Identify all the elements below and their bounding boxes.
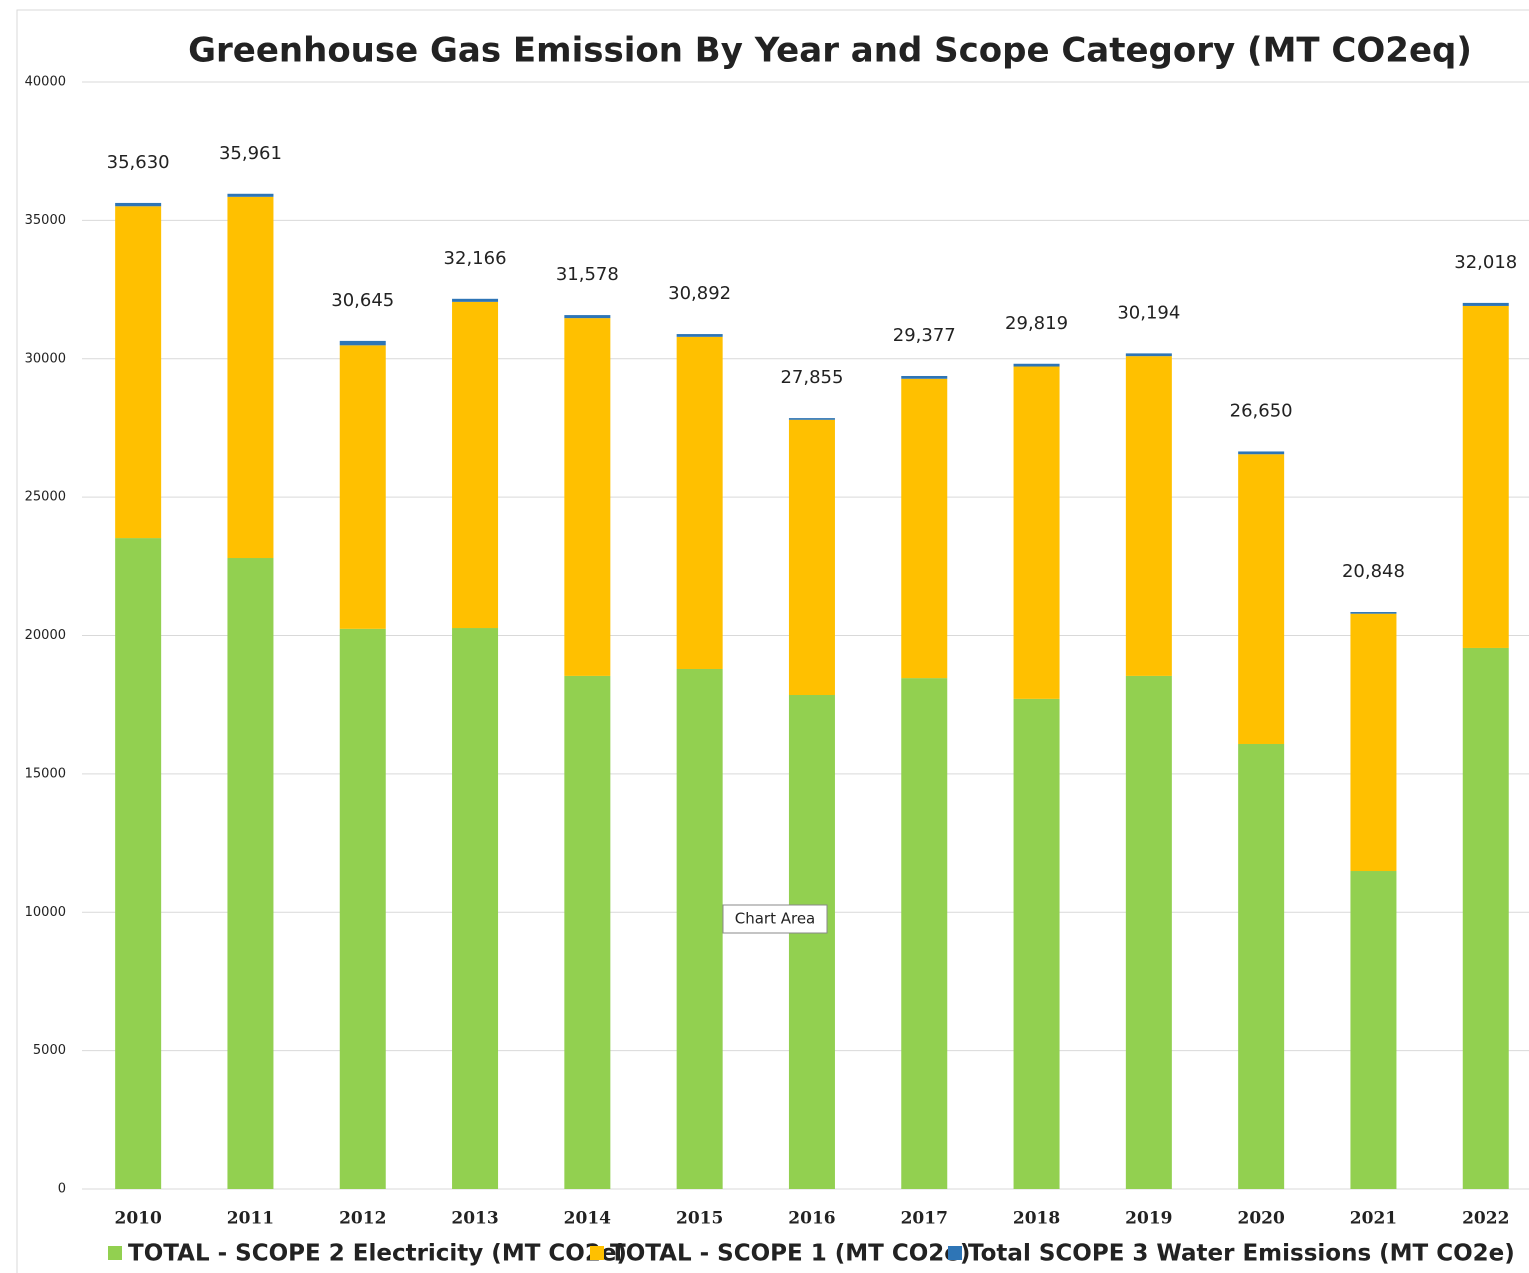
tooltip: Chart Area [735, 910, 816, 928]
legend-swatch [590, 1246, 604, 1260]
bar-segment [339, 345, 386, 629]
legend-swatch [948, 1246, 962, 1260]
bar-segment [1238, 743, 1285, 1189]
total-label: 32,018 [1454, 252, 1517, 273]
total-label: 32,166 [444, 248, 507, 269]
bar-segment [901, 375, 948, 379]
total-label: 31,578 [556, 264, 619, 285]
total-label: 35,630 [107, 152, 170, 173]
bar-segment [1013, 698, 1060, 1189]
bar-segment [339, 340, 386, 346]
bar-segment [1125, 356, 1172, 676]
bar-segment [1238, 451, 1285, 455]
bar-segment [452, 298, 499, 302]
bar-segment [788, 419, 835, 696]
x-tick-label: 2015 [676, 1209, 723, 1229]
y-tick-label: 5000 [33, 1043, 66, 1058]
bar-segment [788, 418, 835, 420]
bar-segment [1350, 871, 1397, 1189]
bar-segment [1125, 675, 1172, 1189]
y-tick-label: 25000 [25, 490, 66, 505]
total-label: 30,645 [331, 290, 394, 311]
x-tick-label: 2011 [227, 1209, 274, 1229]
bar-segment [1350, 612, 1397, 614]
bar-segment [339, 628, 386, 1189]
total-label: 30,892 [668, 283, 731, 304]
legend-swatch [108, 1246, 122, 1260]
x-tick-label: 2016 [788, 1209, 835, 1229]
x-tick-label: 2013 [451, 1209, 498, 1229]
total-label: 29,377 [893, 325, 956, 346]
bar-segment [115, 202, 162, 207]
y-tick-label: 20000 [25, 628, 66, 643]
bar-segment [564, 675, 611, 1189]
bar-segment [1462, 305, 1509, 648]
bar-segment [901, 378, 948, 679]
y-tick-label: 40000 [25, 75, 66, 90]
bar-segment [564, 318, 611, 676]
bar-segment [1462, 302, 1509, 306]
bar-segment [1462, 647, 1509, 1189]
y-tick-label: 0 [58, 1182, 66, 1197]
total-label: 20,848 [1342, 561, 1405, 582]
x-tick-label: 2010 [114, 1209, 161, 1229]
total-label: 30,194 [1117, 302, 1180, 323]
bar-segment [1238, 454, 1285, 744]
bar-segment [788, 695, 835, 1189]
bar-segment [676, 336, 723, 669]
total-label: 29,819 [1005, 313, 1068, 334]
bar-segment [676, 668, 723, 1189]
x-tick-label: 2017 [901, 1209, 948, 1229]
x-tick-label: 2021 [1350, 1209, 1397, 1229]
legend-label: TOTAL - SCOPE 1 (MT CO2e) [610, 1241, 970, 1267]
tooltip-box [722, 904, 828, 934]
x-tick-label: 2019 [1125, 1209, 1172, 1229]
bar-segment [227, 196, 274, 559]
x-tick-label: 2020 [1237, 1209, 1284, 1229]
legend-label: Total SCOPE 3 Water Emissions (MT CO2e) [968, 1241, 1515, 1267]
legend-label: TOTAL - SCOPE 2 Electricity (MT CO2e) [128, 1241, 627, 1267]
bar-segment [227, 193, 274, 197]
bar-segment [452, 628, 499, 1189]
bar-segment [1125, 353, 1172, 357]
bar-segment [227, 558, 274, 1189]
total-label: 35,961 [219, 143, 282, 164]
bar-segment [115, 206, 162, 539]
y-tick-label: 10000 [25, 905, 66, 920]
bar-segment [1013, 363, 1060, 367]
chart-title: Greenhouse Gas Emission By Year and Scop… [188, 31, 1472, 71]
x-tick-label: 2018 [1013, 1209, 1060, 1229]
total-label: 27,855 [780, 367, 843, 388]
x-tick-label: 2012 [339, 1209, 386, 1229]
bar-segment [676, 334, 723, 337]
bar-segment [1350, 613, 1397, 872]
bar-segment [452, 301, 499, 629]
bar-segment [901, 678, 948, 1189]
x-tick-label: 2022 [1462, 1209, 1509, 1229]
y-tick-label: 15000 [25, 766, 66, 781]
bar-segment [1013, 366, 1060, 699]
total-label: 26,650 [1230, 400, 1293, 421]
x-tick-label: 2014 [564, 1209, 611, 1229]
bar-segment [564, 315, 611, 319]
bar-segment [115, 538, 162, 1189]
y-tick-label: 30000 [25, 351, 66, 366]
y-tick-label: 35000 [25, 213, 66, 228]
